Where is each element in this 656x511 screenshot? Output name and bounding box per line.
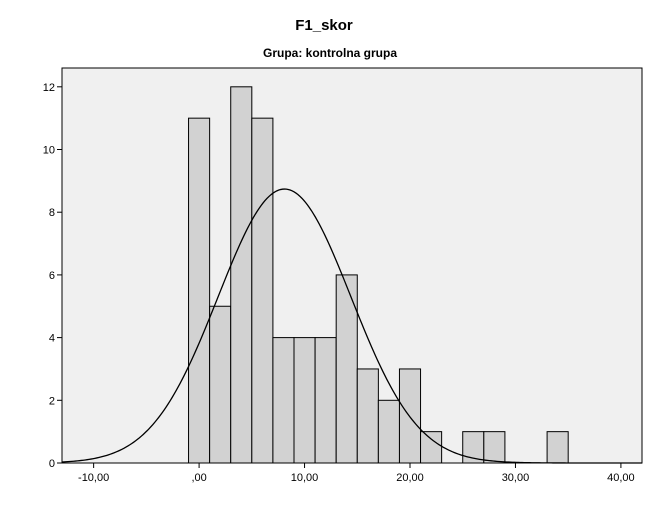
histogram-bar — [420, 431, 443, 464]
plot-frame — [61, 67, 643, 464]
histogram-bars — [188, 86, 569, 464]
x-tick-label: -10,00 — [78, 472, 109, 484]
y-axis: 0 2 4 6 8 10 12 — [43, 82, 62, 470]
histogram-bar — [272, 337, 295, 464]
histogram-bar — [188, 117, 211, 464]
chart-subtitle: Grupa: kontrolna grupa — [263, 46, 397, 60]
x-tick-label: 30,00 — [502, 472, 530, 484]
y-tick-label: 6 — [49, 270, 55, 282]
x-tick-label: 20,00 — [396, 472, 424, 484]
histogram-bar — [314, 337, 337, 464]
y-tick-label: 4 — [49, 333, 55, 345]
histogram-bar — [293, 337, 316, 464]
histogram-bar — [209, 305, 232, 464]
y-tick-label: 2 — [49, 395, 55, 407]
y-tick-label: 10 — [43, 145, 55, 157]
x-tick-label: 40,00 — [607, 472, 635, 484]
y-tick-label: 0 — [49, 458, 55, 470]
x-tick-label: ,00 — [191, 472, 206, 484]
histogram-bar — [356, 368, 379, 464]
y-tick-label: 8 — [49, 207, 55, 219]
chart-title: F1_skor — [295, 17, 353, 34]
histogram-bar — [377, 399, 400, 464]
histogram-bar — [546, 431, 569, 464]
histogram-bar — [483, 431, 506, 464]
y-tick-label: 12 — [43, 82, 55, 94]
x-tick-label: 10,00 — [291, 472, 319, 484]
histogram-bar — [251, 117, 274, 464]
x-axis: -10,00 ,00 10,00 20,00 30,00 40,00 — [78, 463, 635, 484]
histogram-bar — [230, 86, 253, 464]
